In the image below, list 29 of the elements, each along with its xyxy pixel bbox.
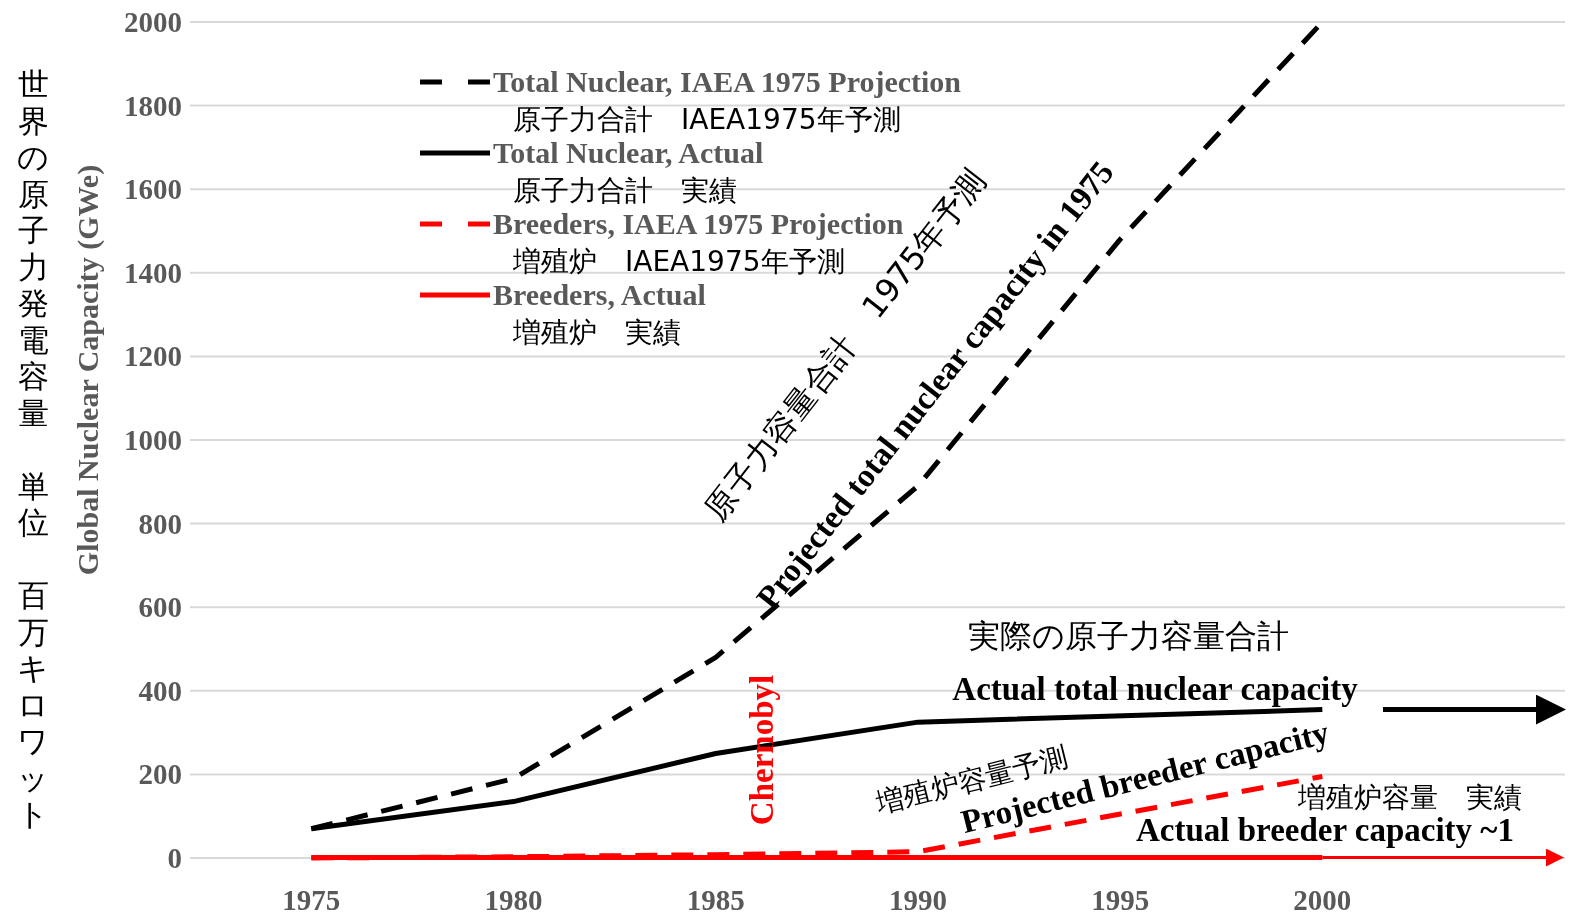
legend-label: Total Nuclear, Actual 原子力合計 実績 <box>493 136 764 207</box>
y-tick-label: 0 <box>167 842 182 874</box>
x-tick-label: 1975 <box>282 884 341 916</box>
annotation: 増殖炉容量 実績 <box>1297 780 1522 814</box>
text: 単位 <box>17 467 49 540</box>
y-tick-label: 200 <box>138 758 182 791</box>
x-tick-label: 2000 <box>1293 884 1352 916</box>
x-tick-label: 1985 <box>686 884 745 916</box>
annotation: Chernobyl <box>744 674 780 826</box>
text: 百万キロワット <box>17 577 49 832</box>
annotation: Actual total nuclear capacity <box>952 671 1359 707</box>
x-tick-label: 1995 <box>1091 884 1150 916</box>
annotation: 実際の原子力容量合計 <box>967 617 1289 655</box>
y-tick-label: 1200 <box>124 340 182 373</box>
y-tick-label: 1000 <box>124 424 182 456</box>
y-tick-label: 800 <box>138 507 182 540</box>
y-tick-label: 600 <box>138 591 182 624</box>
y-tick-label: 1400 <box>124 256 182 289</box>
y-tick-label: 2000 <box>124 6 182 38</box>
y-tick-label: 400 <box>138 674 182 707</box>
text: 世界の原子力発電容量 <box>17 66 49 431</box>
legend-label: Breeders, Actual 増殖炉 実績 <box>493 278 706 349</box>
legend-label: Total Nuclear, IAEA 1975 Projection 原子力合計 IAEA1975年予測 <box>493 65 962 136</box>
y-tick-label: 1600 <box>124 173 182 206</box>
y-tick-label: 1800 <box>124 89 182 122</box>
x-tick-label: 1990 <box>888 884 947 916</box>
y-axis-title: Global Nuclear Capacity (GWe) <box>71 164 105 576</box>
x-tick-label: 1980 <box>484 884 543 916</box>
annotation: Actual breeder capacity ~1 <box>1136 812 1514 848</box>
